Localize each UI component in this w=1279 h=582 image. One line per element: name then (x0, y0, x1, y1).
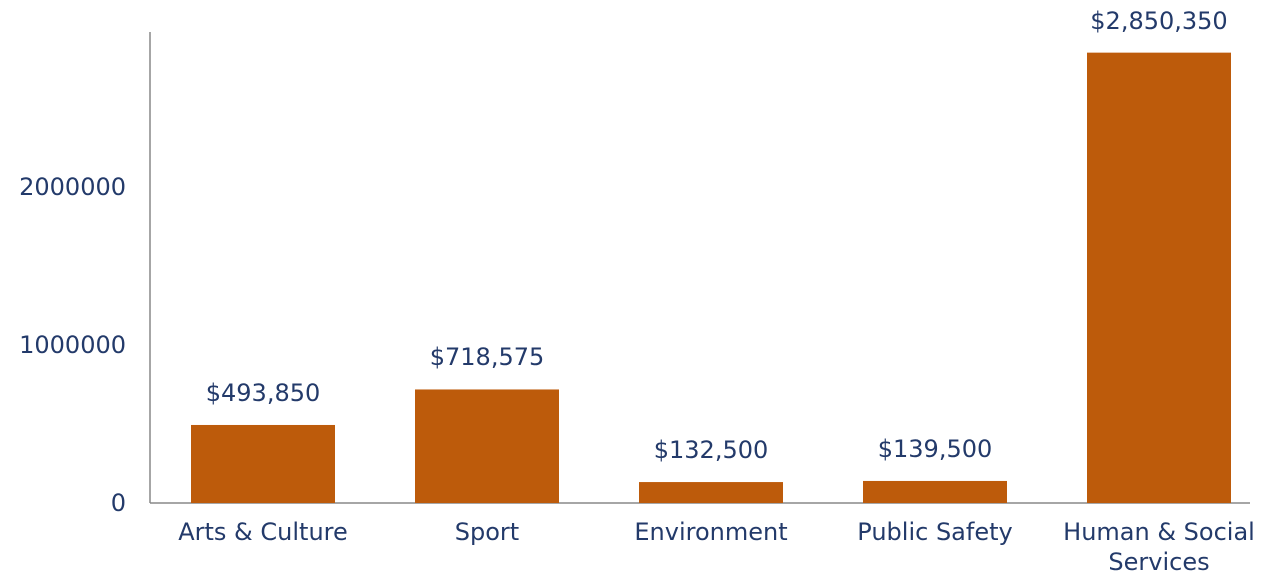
x-tick-label: Environment (634, 518, 788, 546)
data-label: $132,500 (653, 436, 769, 465)
bar (1087, 52, 1231, 503)
y-tick-label: 2000000 (19, 173, 126, 201)
y-tick-label: 1000000 (19, 331, 126, 359)
x-tick-label: Human & Social Services (1063, 518, 1255, 576)
x-tick-label: Sport (454, 518, 520, 546)
x-tick-label: Public Safety (857, 518, 1013, 546)
bar (639, 482, 783, 503)
bar (863, 480, 1007, 503)
bar (191, 424, 335, 503)
y-tick-label: 0 (110, 489, 126, 517)
x-tick-label: Arts & Culture (178, 518, 348, 546)
bar (415, 389, 559, 503)
data-label: $493,850 (205, 378, 321, 407)
data-label: $2,850,350 (1090, 6, 1228, 35)
data-label: $139,500 (877, 434, 993, 463)
data-label: $718,575 (429, 343, 545, 372)
